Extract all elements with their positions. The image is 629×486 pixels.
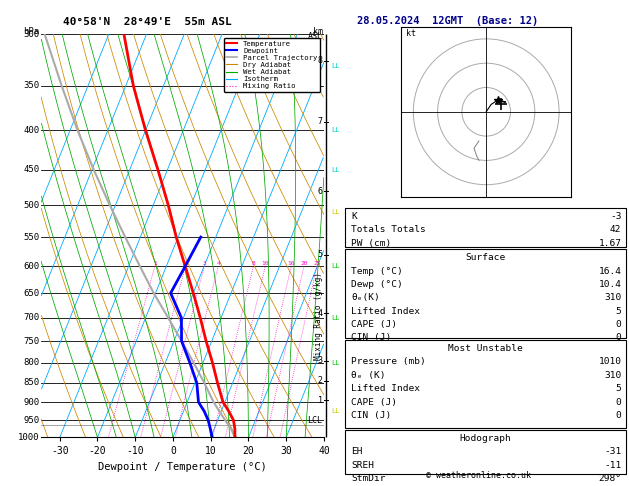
- Text: © weatheronline.co.uk: © weatheronline.co.uk: [426, 471, 530, 480]
- Text: K: K: [351, 212, 357, 221]
- Text: 900: 900: [24, 398, 40, 407]
- Text: Mixing Ratio (g/kg): Mixing Ratio (g/kg): [314, 272, 323, 360]
- Text: 4: 4: [318, 309, 323, 317]
- Text: CAPE (J): CAPE (J): [351, 320, 397, 329]
- Text: 16.4: 16.4: [598, 266, 621, 276]
- Text: 10: 10: [262, 261, 269, 266]
- Text: 550: 550: [24, 233, 40, 242]
- Text: SREH: SREH: [351, 461, 374, 470]
- Text: LL: LL: [331, 263, 340, 269]
- Text: ASL: ASL: [308, 32, 323, 41]
- Text: 1000: 1000: [18, 433, 40, 442]
- Text: Dewp (°C): Dewp (°C): [351, 280, 403, 289]
- Text: Most Unstable: Most Unstable: [448, 344, 523, 353]
- Text: 850: 850: [24, 379, 40, 387]
- Text: 25: 25: [313, 261, 321, 266]
- Text: 400: 400: [24, 126, 40, 135]
- Text: LL: LL: [331, 360, 340, 365]
- Text: 1010: 1010: [598, 358, 621, 366]
- Text: 1: 1: [318, 396, 323, 405]
- Text: kt: kt: [406, 30, 416, 38]
- Text: 8: 8: [252, 261, 255, 266]
- Text: 3: 3: [203, 261, 206, 266]
- Text: LL: LL: [331, 408, 340, 414]
- Text: 8: 8: [318, 56, 323, 65]
- Text: 298°: 298°: [598, 474, 621, 483]
- Text: 700: 700: [24, 313, 40, 322]
- Text: 350: 350: [24, 81, 40, 90]
- Text: 4: 4: [216, 261, 220, 266]
- Text: 0: 0: [616, 333, 621, 343]
- Text: 2: 2: [184, 261, 187, 266]
- Text: 500: 500: [24, 201, 40, 209]
- Text: Surface: Surface: [465, 253, 506, 262]
- Text: 20: 20: [300, 261, 308, 266]
- Text: 2: 2: [318, 377, 323, 385]
- Text: StmDir: StmDir: [351, 474, 386, 483]
- Text: Totals Totals: Totals Totals: [351, 226, 426, 234]
- Text: θₑ(K): θₑ(K): [351, 294, 380, 302]
- Text: 0: 0: [616, 398, 621, 407]
- Text: Lifted Index: Lifted Index: [351, 307, 420, 316]
- Text: -11: -11: [604, 461, 621, 470]
- Text: -31: -31: [604, 447, 621, 456]
- Text: 5: 5: [318, 250, 323, 260]
- X-axis label: Dewpoint / Temperature (°C): Dewpoint / Temperature (°C): [98, 462, 267, 472]
- Text: 1: 1: [153, 261, 157, 266]
- Text: 7: 7: [318, 118, 323, 126]
- Text: 750: 750: [24, 336, 40, 346]
- Text: PW (cm): PW (cm): [351, 239, 391, 248]
- Text: 0: 0: [616, 320, 621, 329]
- Text: CIN (J): CIN (J): [351, 333, 391, 343]
- Text: Pressure (mb): Pressure (mb): [351, 358, 426, 366]
- Text: 0: 0: [616, 411, 621, 420]
- Text: LL: LL: [331, 209, 340, 215]
- Text: Lifted Index: Lifted Index: [351, 384, 420, 393]
- Text: θₑ (K): θₑ (K): [351, 371, 386, 380]
- Text: EH: EH: [351, 447, 362, 456]
- Text: 10.4: 10.4: [598, 280, 621, 289]
- Text: 310: 310: [604, 371, 621, 380]
- Text: km: km: [313, 27, 323, 36]
- Text: -3: -3: [610, 212, 621, 221]
- Text: 310: 310: [604, 294, 621, 302]
- Text: LCL: LCL: [307, 416, 322, 425]
- Text: LL: LL: [331, 167, 340, 173]
- Text: 950: 950: [24, 416, 40, 425]
- Text: LL: LL: [331, 127, 340, 133]
- Text: LL: LL: [331, 315, 340, 321]
- Text: 28.05.2024  12GMT  (Base: 12): 28.05.2024 12GMT (Base: 12): [357, 16, 538, 26]
- Text: Temp (°C): Temp (°C): [351, 266, 403, 276]
- Text: 800: 800: [24, 358, 40, 367]
- Text: 1.67: 1.67: [598, 239, 621, 248]
- Text: 40°58'N  28°49'E  55m ASL: 40°58'N 28°49'E 55m ASL: [63, 17, 231, 27]
- Text: 600: 600: [24, 262, 40, 271]
- Text: Hodograph: Hodograph: [460, 434, 511, 443]
- Text: 6: 6: [318, 187, 323, 196]
- Text: LL: LL: [331, 63, 340, 69]
- Legend: Temperature, Dewpoint, Parcel Trajectory, Dry Adiabat, Wet Adiabat, Isotherm, Mi: Temperature, Dewpoint, Parcel Trajectory…: [223, 37, 320, 92]
- Text: 16: 16: [287, 261, 295, 266]
- Text: 650: 650: [24, 289, 40, 297]
- Text: 300: 300: [24, 30, 40, 38]
- Text: CIN (J): CIN (J): [351, 411, 391, 420]
- Text: 3: 3: [318, 356, 323, 365]
- Text: 42: 42: [610, 226, 621, 234]
- Text: 5: 5: [616, 384, 621, 393]
- Text: 450: 450: [24, 165, 40, 174]
- Text: 5: 5: [616, 307, 621, 316]
- Text: CAPE (J): CAPE (J): [351, 398, 397, 407]
- Text: hPa: hPa: [23, 27, 39, 36]
